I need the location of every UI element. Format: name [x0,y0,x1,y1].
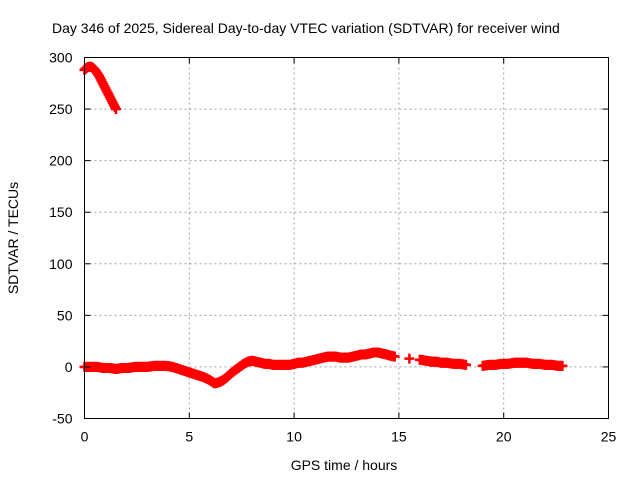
y-tick-label: 0 [65,359,73,375]
data-point [460,359,471,370]
axis-ticks: 0 5 10 15 20 25 -50 0 50 100 150 200 250 300 [49,50,616,445]
plot-frame [84,57,609,419]
y-tick-label: 200 [49,153,73,169]
x-tick-label: 15 [391,429,407,445]
y-tick-label: 150 [49,204,73,220]
y-tick-label: 50 [57,307,73,323]
x-tick-label: 25 [601,429,617,445]
x-axis-title: GPS time / hours [291,457,398,473]
x-tick-label: 5 [185,429,193,445]
data-point [404,353,415,364]
x-tick-label: 10 [286,429,302,445]
chart-title: Day 346 of 2025, Sidereal Day-to-day VTE… [52,20,560,36]
x-tick-label: 20 [496,429,512,445]
y-axis-title: SDTVAR / TECUs [5,182,21,294]
data-point [389,351,400,362]
y-tick-label: 250 [49,101,73,117]
y-tick-label: 100 [49,256,73,272]
y-tick-label: 300 [49,50,73,66]
data-point [110,104,121,115]
data-point [557,360,568,371]
data-points [79,61,568,389]
y-tick-label: -50 [52,411,72,427]
x-tick-label: 0 [81,429,89,445]
